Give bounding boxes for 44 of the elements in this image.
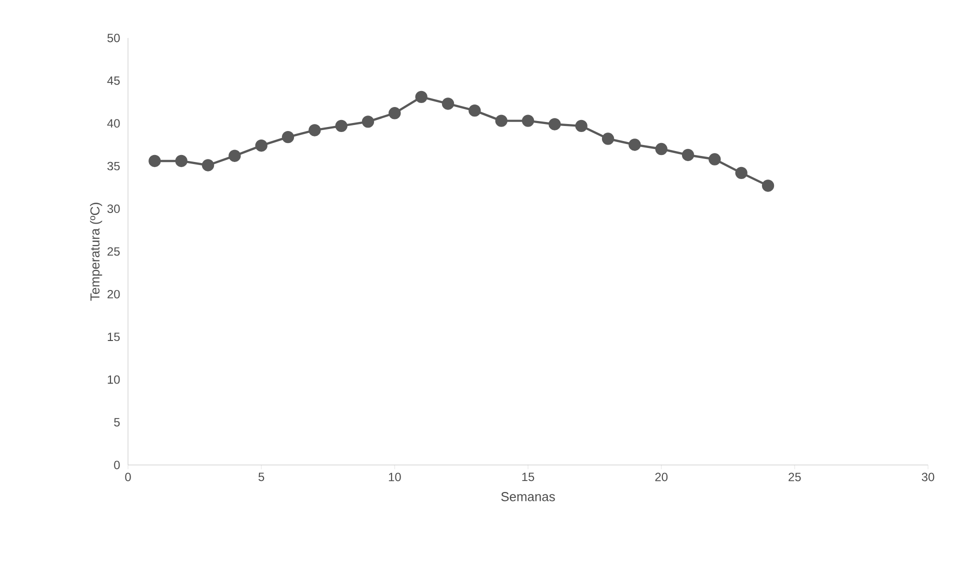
point — [522, 114, 534, 127]
point — [415, 90, 428, 104]
point — [308, 124, 321, 136]
y-tick-label: 25 — [108, 247, 120, 256]
y-tick-label: 0 — [114, 460, 120, 470]
point — [628, 138, 641, 151]
y-tick-label: 40 — [107, 119, 120, 128]
y-tick-label: 20 — [108, 290, 120, 298]
point — [575, 120, 588, 132]
y-tick-label: 30 — [107, 204, 120, 214]
point — [202, 159, 214, 172]
point — [255, 139, 268, 152]
x-tick-label: 10 — [388, 472, 401, 482]
x-tick-label: 5 — [258, 472, 264, 482]
point — [602, 132, 614, 145]
point — [335, 120, 348, 132]
y-axis-title: Temperatura (ºC) — [90, 202, 102, 301]
point — [388, 107, 401, 120]
point — [708, 153, 721, 166]
point — [362, 116, 374, 128]
point — [442, 98, 454, 110]
point — [682, 148, 694, 162]
point — [735, 166, 748, 180]
y-tick-label: 10 — [108, 375, 120, 384]
x-tick-label: 20 — [655, 472, 668, 482]
x-tick-label: 15 — [522, 472, 534, 482]
x-tick-label: 25 — [788, 472, 801, 482]
point — [548, 118, 561, 130]
point — [148, 154, 161, 168]
point — [228, 150, 241, 162]
point — [468, 104, 481, 117]
y-tick-label: 45 — [107, 76, 120, 85]
point — [495, 114, 508, 127]
y-tick-label: 5 — [114, 418, 120, 426]
x-tick-label: 0 — [125, 472, 131, 482]
y-tick-label: 50 — [107, 34, 120, 42]
x-axis-title: Semanas — [501, 492, 555, 502]
y-tick-label: 35 — [107, 162, 120, 170]
point — [282, 130, 294, 144]
point — [655, 142, 668, 156]
point — [762, 180, 774, 192]
point — [175, 154, 188, 168]
y-tick-label: 15 — [108, 332, 120, 342]
x-tick-label: 30 — [922, 472, 934, 482]
